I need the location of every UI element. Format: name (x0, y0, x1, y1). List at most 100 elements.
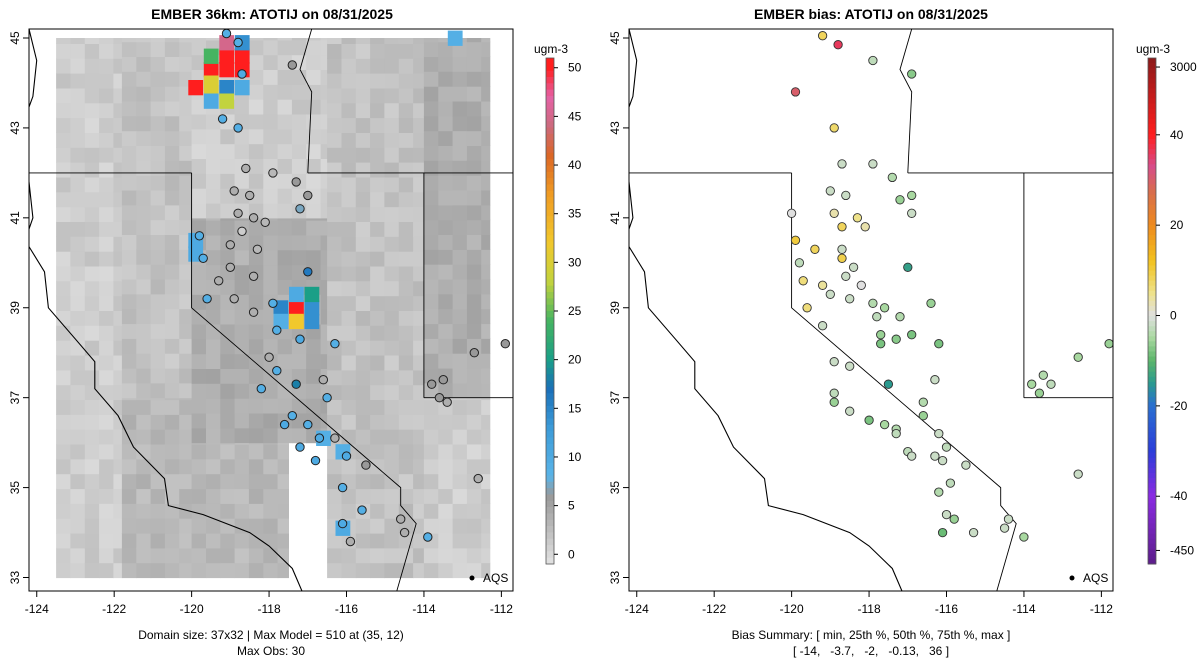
grid-cell (398, 221, 414, 237)
grid-cell (355, 533, 371, 549)
grid-cell (481, 397, 491, 401)
grid-cell (291, 249, 307, 266)
colorbar-tick-label: 40 (1170, 128, 1184, 142)
grid-cell (306, 39, 322, 56)
grid-cell (320, 143, 328, 159)
grid-cell (136, 130, 152, 146)
grid-cell (56, 280, 71, 297)
right-plot-frame (628, 28, 1114, 592)
grid-cell (370, 251, 385, 267)
colorbar-segment (1148, 528, 1156, 535)
grid-cell (220, 249, 236, 266)
grid-cell (481, 249, 491, 265)
grid-cell (413, 503, 425, 519)
grid-cell (481, 115, 491, 132)
colorbar-tick-label: 45 (568, 109, 582, 123)
colorbar-segment (1148, 144, 1156, 150)
station-marker (287, 411, 297, 421)
colorbar-segment (546, 557, 554, 565)
station-marker (442, 397, 452, 407)
grid-cell (413, 369, 425, 386)
colorbar-segment (546, 76, 554, 84)
grid-cell (70, 162, 86, 178)
station-marker (237, 69, 247, 79)
grid-cell (398, 206, 414, 222)
grid-cell (398, 280, 414, 297)
grid-cell (248, 533, 264, 549)
grid-cell (84, 251, 100, 267)
grid-cell (355, 236, 371, 252)
grid-cell (370, 73, 385, 89)
grid-cell (84, 162, 100, 178)
grid-cell (121, 353, 137, 369)
grid-cell (413, 399, 425, 415)
grid-cell (263, 383, 279, 399)
grid-cell (452, 368, 468, 384)
grid-cell (84, 488, 100, 504)
grid-cell (220, 562, 236, 579)
grid-cell (398, 562, 414, 579)
grid-cell (306, 38, 322, 41)
grid-cell (398, 132, 414, 148)
colorbar-segment (1148, 245, 1156, 251)
grid-cell (84, 340, 100, 356)
grid-cell (452, 100, 468, 117)
grid-cell (291, 353, 307, 369)
grid-cell (413, 73, 425, 89)
colorbar-segment (1148, 235, 1156, 241)
grid-cell (481, 429, 491, 445)
colorbar-segment (546, 418, 554, 426)
grid-cell (121, 56, 137, 72)
grid-cell (277, 158, 293, 174)
colorbar-segment (546, 367, 554, 375)
grid-cell (481, 353, 491, 369)
grid-cell (355, 562, 371, 579)
grid-cell (277, 234, 293, 251)
station-marker (225, 262, 236, 272)
grid-cell (466, 323, 482, 339)
grid-cell (341, 310, 357, 326)
grid-cell-hot (234, 48, 250, 64)
colorbar-segment (1148, 457, 1156, 464)
grid-cell (452, 204, 468, 221)
station-marker (295, 442, 305, 452)
grid-cell (70, 147, 86, 163)
grid-cell (355, 325, 371, 341)
grid-cell (84, 518, 100, 534)
grid-cell (136, 249, 152, 265)
grid-cell (56, 503, 71, 519)
grid-cell (234, 279, 250, 295)
grid-cell (179, 38, 193, 43)
station-marker (438, 375, 448, 385)
grid-cell (191, 173, 207, 189)
grid-cell (320, 249, 328, 266)
colorbar-tick-label: 25 (568, 304, 582, 318)
colorbar-segment (1148, 93, 1156, 99)
grid-cell (481, 264, 491, 280)
station-marker (341, 451, 352, 461)
grid-cell (70, 236, 86, 252)
grid-cell (291, 99, 307, 115)
bias-station-marker (934, 339, 944, 349)
bias-station-marker (845, 406, 855, 416)
grid-cell-hot (219, 80, 235, 96)
grid-cell (291, 143, 307, 159)
grid-cell (413, 518, 425, 534)
grid-cell (84, 533, 100, 549)
station-marker (291, 379, 301, 389)
bias-station-marker (949, 514, 959, 524)
colorbar-segment (1148, 543, 1156, 550)
grid-cell (438, 38, 454, 43)
grid-cell (121, 399, 137, 415)
grid-cell (234, 473, 250, 490)
grid-cell (84, 414, 100, 430)
grid-cell (150, 115, 166, 132)
grid-cell (248, 413, 264, 429)
colorbar-segment (546, 279, 554, 287)
grid-cell (370, 191, 385, 208)
bias-station-marker (879, 419, 890, 430)
station-marker (361, 460, 371, 470)
grid-cell (136, 56, 152, 72)
grid-cell (84, 87, 100, 104)
station-marker (303, 419, 313, 430)
